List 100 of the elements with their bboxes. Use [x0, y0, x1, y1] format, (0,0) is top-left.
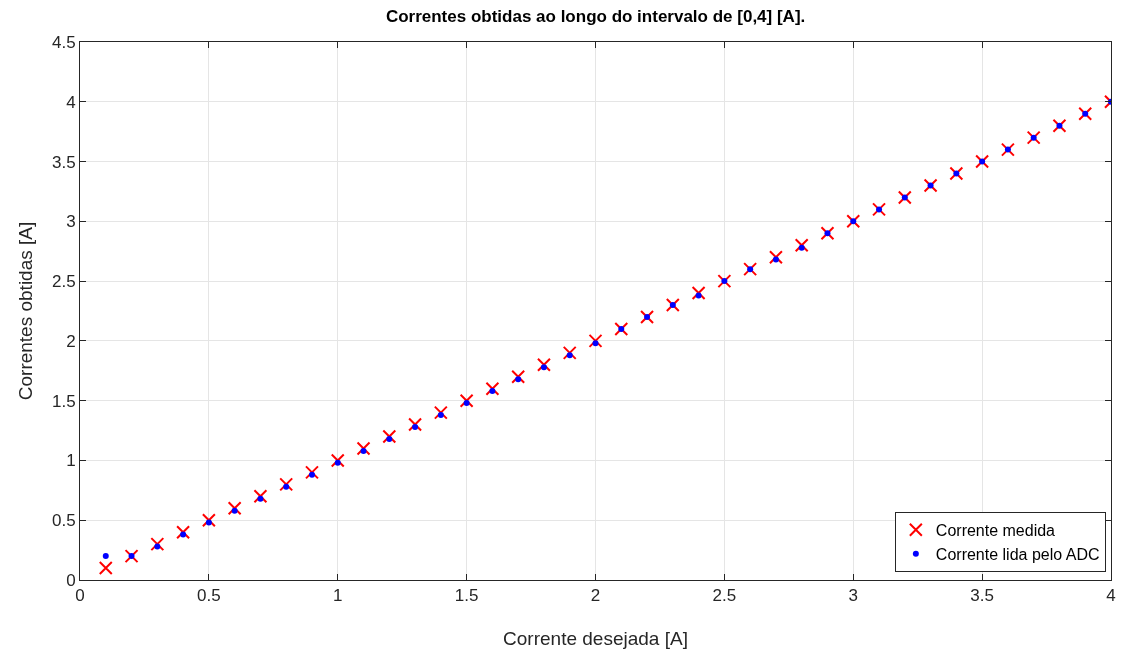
- legend-label: Corrente medida: [935, 522, 1056, 540]
- point: [614, 321, 629, 336]
- point: [768, 250, 783, 265]
- x-tick-label: 1: [333, 586, 343, 606]
- legend-label: Corrente lida pelo ADC: [935, 545, 1100, 563]
- point: [691, 286, 706, 301]
- point: [1078, 106, 1093, 121]
- point: [124, 549, 139, 564]
- point: [515, 376, 522, 383]
- point: [485, 381, 500, 396]
- point: [872, 202, 887, 217]
- point: [154, 543, 161, 550]
- point: [540, 364, 547, 371]
- y-tick-label: 4: [66, 92, 76, 112]
- point: [669, 302, 676, 309]
- point: [150, 537, 165, 552]
- point: [1004, 146, 1011, 153]
- x-tick-label: 4: [1106, 586, 1116, 606]
- point: [1082, 110, 1089, 117]
- point: [205, 519, 212, 526]
- point: [536, 357, 551, 372]
- point: [1056, 122, 1063, 129]
- point: [511, 369, 526, 384]
- point: [360, 447, 367, 454]
- point: [820, 226, 835, 241]
- x-tick-label: 2.5: [712, 586, 737, 606]
- x-tick-label: 0.5: [197, 586, 221, 606]
- point: [794, 238, 809, 253]
- y-tick-label: 4.5: [51, 32, 76, 52]
- point: [1030, 134, 1037, 141]
- y-tick-label: 2: [66, 331, 76, 351]
- y-tick-label: 2.5: [51, 272, 76, 292]
- point: [949, 166, 964, 181]
- point: [975, 154, 990, 169]
- point: [721, 278, 728, 285]
- point: [459, 393, 474, 408]
- point: [408, 417, 423, 432]
- point: [588, 333, 603, 348]
- x-tick-label: 3: [848, 586, 858, 606]
- point: [824, 230, 831, 237]
- point: [386, 435, 393, 442]
- point: [850, 218, 857, 225]
- point: [640, 309, 655, 324]
- point: [304, 465, 319, 480]
- point: [772, 256, 779, 263]
- point: [1000, 142, 1015, 157]
- point: [923, 178, 938, 193]
- point: [201, 513, 216, 528]
- point: [743, 262, 758, 277]
- point: [102, 553, 109, 560]
- x-axis-title: Corrente desejada [A]: [503, 628, 688, 649]
- point: [665, 298, 680, 313]
- point: [953, 170, 960, 177]
- point: [231, 507, 238, 514]
- point: [1052, 118, 1067, 133]
- point: [412, 423, 419, 430]
- point: [180, 531, 187, 538]
- point: [437, 412, 444, 419]
- point: [695, 292, 702, 299]
- point: [592, 340, 599, 347]
- point: [463, 400, 470, 407]
- y-axis-title: Correntes obtidas [A]: [15, 221, 36, 401]
- y-tick-label: 0.5: [51, 511, 76, 531]
- point: [618, 325, 625, 332]
- point: [257, 495, 264, 502]
- x-tick-label: 1.5: [454, 586, 479, 606]
- point: [644, 313, 651, 320]
- point: [356, 441, 371, 456]
- point: [927, 182, 934, 189]
- y-tick-label: 1.5: [51, 391, 76, 411]
- point: [128, 553, 135, 560]
- point: [897, 190, 912, 205]
- point: [876, 206, 883, 213]
- point: [308, 471, 315, 478]
- y-tick-label: 3: [66, 212, 76, 232]
- point: [1026, 130, 1041, 145]
- y-tick-label: 0: [66, 570, 76, 590]
- point: [979, 158, 986, 165]
- point: [562, 345, 577, 360]
- point: [279, 477, 294, 492]
- point: [382, 429, 397, 444]
- point: [846, 214, 861, 229]
- x-tick-label: 3.5: [970, 586, 994, 606]
- point: [176, 525, 191, 540]
- point: [98, 561, 113, 576]
- point: [901, 194, 908, 201]
- point: [717, 274, 732, 289]
- y-tick-label: 1: [66, 451, 76, 471]
- y-tick-label: 3.5: [51, 152, 76, 172]
- point: [253, 489, 268, 504]
- x-tick-label: 2: [590, 586, 601, 606]
- point: [433, 405, 448, 420]
- point: [283, 483, 290, 490]
- point: [227, 501, 242, 516]
- point: [798, 244, 805, 251]
- chart-title: Correntes obtidas ao longo do intervalo de [0,4] [A].: [385, 6, 806, 26]
- point: [747, 266, 754, 273]
- point: [334, 459, 341, 466]
- point: [489, 388, 496, 395]
- point: [566, 352, 573, 359]
